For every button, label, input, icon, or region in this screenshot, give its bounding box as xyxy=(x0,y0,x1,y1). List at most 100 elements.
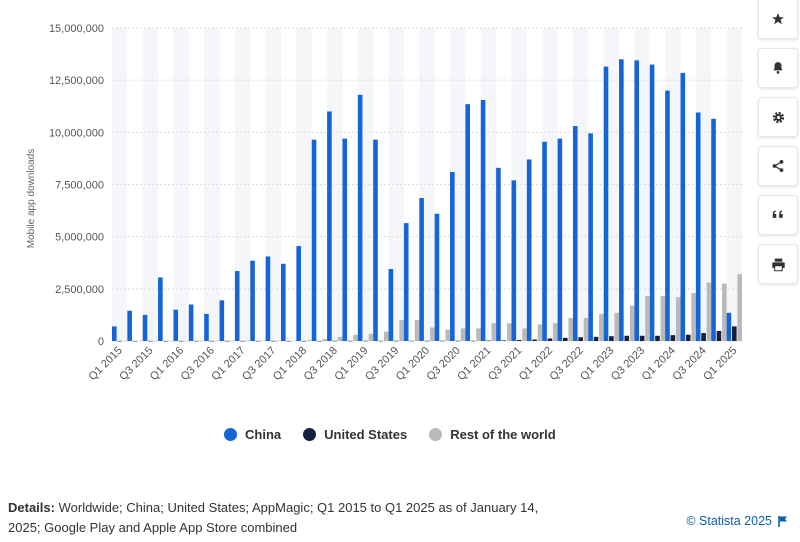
bar-rest-of-the-world xyxy=(506,323,512,341)
bar-china xyxy=(634,60,640,342)
y-tick-label: 15,000,000 xyxy=(49,23,104,35)
legend-dot-united-states xyxy=(303,427,317,441)
bar-united-states xyxy=(655,335,660,341)
legend-item-rest-of-world[interactable]: Rest of the world xyxy=(429,426,556,442)
bar-china xyxy=(450,171,455,341)
bar-china xyxy=(711,118,716,342)
bar-china xyxy=(173,309,179,341)
bar-china xyxy=(465,104,470,341)
bar-rest-of-the-world xyxy=(291,340,297,342)
bar-united-states xyxy=(393,340,399,342)
bar-rest-of-the-world xyxy=(276,340,282,342)
bar-rest-of-the-world xyxy=(737,274,743,341)
bar-china xyxy=(373,139,378,341)
details-label: Details: xyxy=(8,500,55,515)
bar-united-states xyxy=(301,340,307,342)
column-band xyxy=(142,28,159,341)
bar-rest-of-the-world xyxy=(199,340,205,342)
legend-dot-china xyxy=(224,427,237,441)
bar-united-states xyxy=(148,340,153,342)
bar-united-states xyxy=(132,340,138,342)
bar-china xyxy=(296,246,301,341)
sidebar-toolbar xyxy=(758,0,798,284)
bar-china xyxy=(357,94,363,341)
legend-label-rest-of-world: Rest of the world xyxy=(450,426,556,442)
bar-united-states xyxy=(240,340,245,342)
bar-china xyxy=(557,138,563,341)
bar-united-states xyxy=(378,340,384,342)
bar-china xyxy=(603,66,609,341)
bar-rest-of-the-world xyxy=(476,328,481,341)
favorite-button[interactable] xyxy=(758,0,798,39)
bar-china xyxy=(265,256,271,341)
star-icon xyxy=(772,13,784,25)
bar-rest-of-the-world xyxy=(583,318,589,341)
bar-united-states xyxy=(424,340,430,342)
bar-china xyxy=(234,271,240,341)
bar-united-states xyxy=(732,326,737,341)
cite-button[interactable] xyxy=(758,195,798,235)
copyright[interactable]: © Statista 2025 xyxy=(686,514,788,528)
bar-united-states xyxy=(609,336,614,341)
bell-icon xyxy=(773,62,783,74)
bar-rest-of-the-world xyxy=(599,313,604,341)
bar-rest-of-the-world xyxy=(307,339,312,341)
bar-china xyxy=(219,300,225,341)
bar-rest-of-the-world xyxy=(138,340,143,342)
y-tick-label: 0 xyxy=(98,336,104,348)
bar-china xyxy=(403,223,409,341)
bar-china xyxy=(572,126,578,341)
bar-china xyxy=(480,99,486,342)
bar-rest-of-the-world xyxy=(660,296,666,341)
bar-united-states xyxy=(578,337,583,341)
bar-united-states xyxy=(455,340,461,342)
share-button[interactable] xyxy=(758,146,798,186)
bar-china xyxy=(142,314,148,341)
bar-united-states xyxy=(163,340,169,342)
bar-china xyxy=(434,213,440,341)
bar-china xyxy=(342,138,348,341)
bar-china xyxy=(111,326,117,341)
y-tick-label: 12,500,000 xyxy=(49,75,104,87)
legend-item-china[interactable]: China xyxy=(224,427,281,442)
bar-rest-of-the-world xyxy=(614,312,620,341)
bar-rest-of-the-world xyxy=(168,340,174,342)
bar-united-states xyxy=(271,340,276,342)
bar-united-states xyxy=(486,340,491,342)
bar-china xyxy=(511,180,517,341)
settings-button[interactable] xyxy=(758,97,798,137)
bar-china xyxy=(127,310,132,341)
legend-label-china: China xyxy=(245,426,282,442)
notification-button[interactable] xyxy=(758,48,798,88)
column-band xyxy=(726,28,742,341)
x-tick-label: Q1 2025 xyxy=(701,345,739,383)
bar-united-states xyxy=(363,340,368,342)
bar-rest-of-the-world xyxy=(184,340,189,342)
flag-icon xyxy=(778,515,787,527)
legend-label-united-states: United States xyxy=(324,426,408,442)
bar-rest-of-the-world xyxy=(537,324,543,341)
bar-china xyxy=(680,72,686,341)
bar-rest-of-the-world xyxy=(460,328,466,341)
column-band xyxy=(204,28,220,341)
legend-item-united-states[interactable]: United States xyxy=(303,427,407,442)
bar-united-states xyxy=(409,340,414,342)
bar-rest-of-the-world xyxy=(706,282,712,341)
bar-united-states xyxy=(117,340,122,342)
bar-united-states xyxy=(317,340,322,342)
bar-rest-of-the-world xyxy=(399,320,404,341)
bar-united-states xyxy=(178,340,184,342)
bar-rest-of-the-world xyxy=(214,340,220,342)
bar-rest-of-the-world xyxy=(261,340,266,342)
bar-rest-of-the-world xyxy=(384,331,389,341)
bar-rest-of-the-world xyxy=(691,293,696,341)
print-button[interactable] xyxy=(758,244,798,284)
bar-united-states xyxy=(332,340,338,342)
bar-rest-of-the-world xyxy=(245,340,251,342)
bar-rest-of-the-world xyxy=(675,297,681,341)
bar-rest-of-the-world xyxy=(445,329,451,341)
bar-rest-of-the-world xyxy=(353,334,358,341)
share-icon xyxy=(772,160,784,172)
bar-rest-of-the-world xyxy=(368,333,374,341)
